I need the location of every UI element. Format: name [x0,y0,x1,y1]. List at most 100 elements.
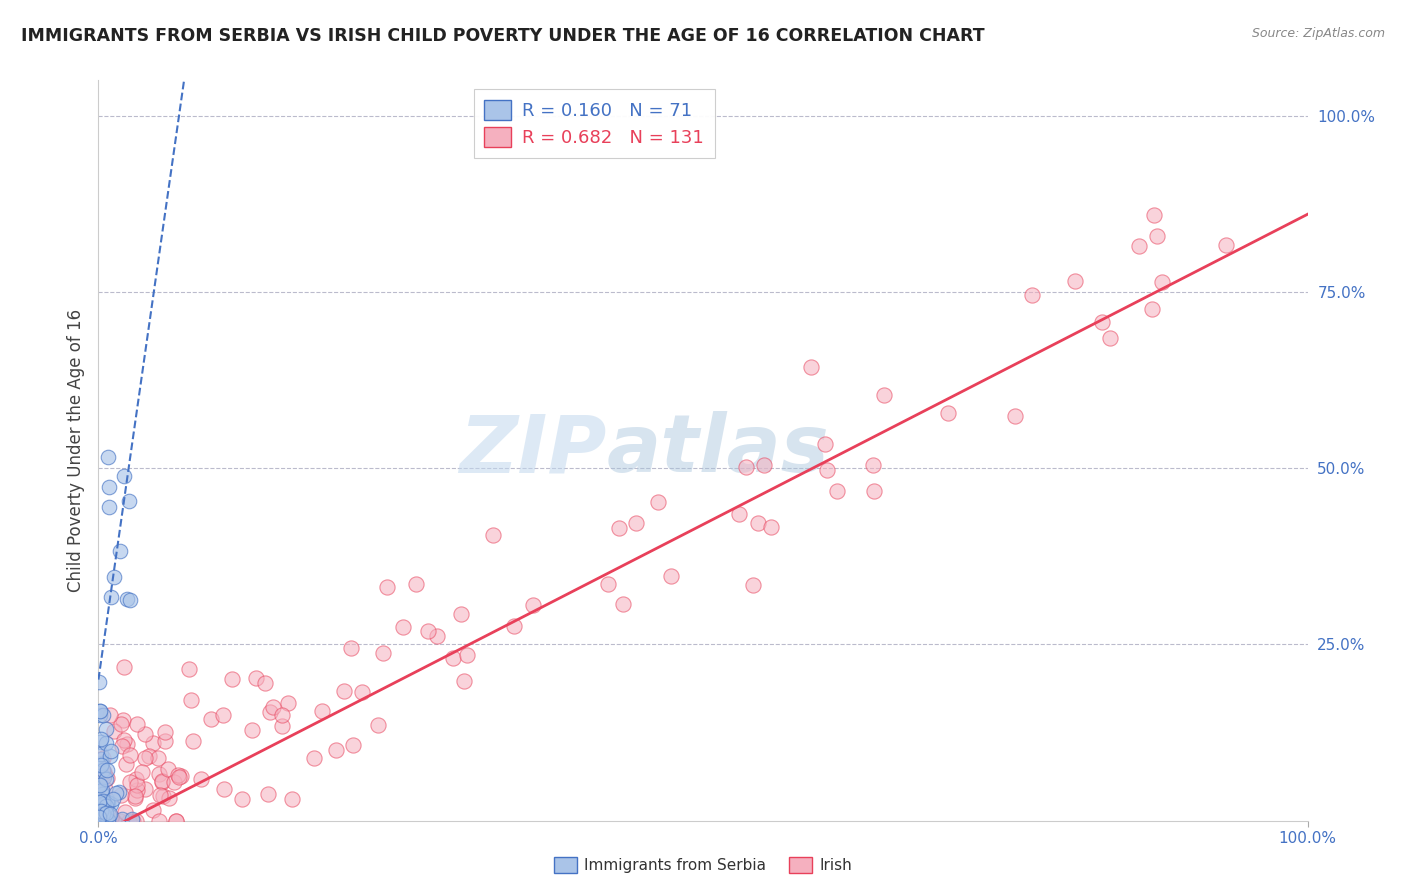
Point [97,814,120,828]
Point [89,797,111,812]
Point [735,459,758,474]
Point [96,772,118,786]
Point [115,737,138,751]
Point [94,722,117,736]
Point [163,775,186,789]
Point [302,751,325,765]
Point [93,806,115,821]
Point [97,813,120,827]
Point [96,795,118,809]
Point [100,810,122,824]
Point [155,734,177,748]
Point [426,629,449,643]
Point [91,707,114,722]
Point [367,718,389,732]
Point [256,787,278,801]
Point [1021,287,1043,301]
Point [598,577,620,591]
Point [87,795,110,809]
Point [167,768,190,782]
Point [125,716,148,731]
Point [89,803,111,817]
Point [1146,228,1168,243]
Point [100,797,122,811]
Point [108,784,131,798]
Point [90,758,112,772]
Point [375,580,398,594]
Point [240,723,263,737]
Point [125,778,148,792]
Point [134,750,156,764]
Point [245,672,267,686]
Point [121,814,143,828]
Point [121,812,143,826]
Point [177,662,200,676]
Point [728,508,751,522]
Point [91,800,114,814]
Point [97,480,120,494]
Point [647,495,669,509]
Point [93,770,115,784]
Point [1140,302,1163,317]
Point [91,794,114,808]
Point [180,693,202,707]
Point [108,814,131,828]
Point [221,672,243,686]
Point [93,767,115,781]
Point [150,774,173,789]
Point [148,750,170,764]
Point [754,458,776,473]
Point [938,406,960,420]
Point [87,806,110,821]
Point [96,763,118,777]
Point [103,570,125,584]
Legend: R = 0.160   N = 71, R = 0.682   N = 131: R = 0.160 N = 71, R = 0.682 N = 131 [474,89,714,158]
Point [138,748,160,763]
Point [94,799,117,814]
Point [100,591,122,605]
Point [873,387,896,401]
Text: Source: ZipAtlas.com: Source: ZipAtlas.com [1251,27,1385,40]
Point [100,744,122,758]
Point [626,516,648,530]
Point [212,781,235,796]
Point [142,803,165,817]
Point [87,776,110,790]
Point [815,463,838,477]
Point [125,814,148,828]
Point [148,766,170,780]
Point [1152,276,1174,290]
Point [612,598,634,612]
Point [96,735,118,749]
Point [1099,331,1122,345]
Point [118,814,141,828]
Point [89,778,111,792]
Point [89,784,111,798]
Point [122,814,145,828]
Point [93,796,115,810]
Point [1004,409,1026,424]
Point [118,493,141,508]
Point [97,795,120,809]
Point [87,800,110,814]
Point [124,791,146,805]
Point [231,792,253,806]
Point [277,696,299,710]
Point [98,806,121,821]
Point [94,796,117,810]
Point [127,783,149,797]
Point [87,793,110,807]
Point [482,528,505,542]
Point [441,650,464,665]
Point [87,812,110,826]
Point [453,673,475,688]
Point [333,683,356,698]
Point [416,624,439,638]
Point [112,713,135,727]
Point [862,458,884,472]
Point [112,733,135,747]
Point [97,796,120,810]
Point [91,797,114,812]
Point [124,772,146,786]
Point [111,812,134,826]
